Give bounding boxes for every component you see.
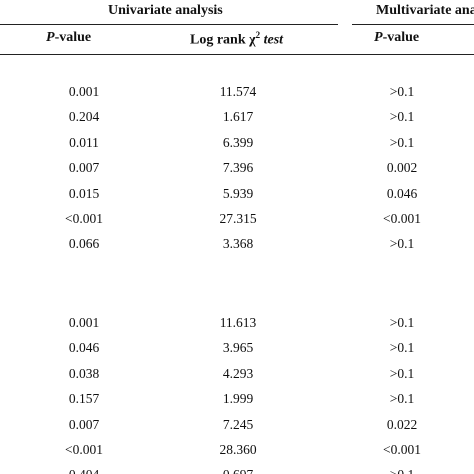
multivariate-p-value-cell: <0.001 <box>383 211 421 226</box>
log-rank-chi-square-cell: 6.399 <box>222 134 254 150</box>
log-rank-chi-square-cell: 1.999 <box>222 391 254 407</box>
univariate-p-value-cell: 0.404 <box>44 467 124 474</box>
multivariate-p-value-cell: 0.046 <box>386 185 418 201</box>
log-rank-chi-square-cell: 28.360 <box>219 442 257 457</box>
log-rank-chi-square-cell: 7.245 <box>222 416 254 432</box>
univariate-p-value-cell: 0.007 <box>68 160 100 176</box>
multivariate-group-header: Multivariate analysis <box>376 3 474 18</box>
multivariate-p-value-cell: 0.022 <box>386 416 418 432</box>
univariate-p-value-cell: 0.204 <box>68 109 100 125</box>
univariate-p-value-cell: 0.046 <box>68 340 100 356</box>
multivariate-p-value-cell: >0.1 <box>389 134 415 150</box>
log-rank-chi-square-cell: 3.965 <box>222 340 254 356</box>
multivariate-p-value-cell: 0.002 <box>386 160 418 176</box>
univariate-p-value-cell: 0.001 <box>68 315 100 330</box>
univariate-p-value-cell: 0.001 <box>68 84 100 99</box>
log-rank-chi-square-cell: 3.368 <box>222 236 254 252</box>
log-rank-chi-square-cell: 4.293 <box>222 365 254 381</box>
log-rank-chi-square-cell: 27.315 <box>219 211 257 226</box>
univariate-p-value-cell: 0.038 <box>68 365 100 381</box>
multivariate-p-value-cell: >0.1 <box>389 109 415 125</box>
header-multivariate-p-value: P-value <box>374 30 420 45</box>
univariate-p-value-cell: 0.015 <box>68 185 100 201</box>
group-divider-right <box>352 24 474 25</box>
multivariate-p-value-cell: >0.1 <box>389 315 415 330</box>
log-rank-chi-square-cell: 5.939 <box>222 185 254 201</box>
univariate-p-value-cell: 0.066 <box>68 236 100 252</box>
multivariate-p-value-cell: >0.1 <box>389 84 415 99</box>
multivariate-p-value-cell: >0.1 <box>389 340 415 356</box>
header-univariate-p-value: P-value <box>46 30 92 45</box>
log-rank-chi-square-cell: 0.697 <box>198 467 278 474</box>
log-rank-chi-square-cell: 11.613 <box>219 315 257 330</box>
univariate-p-value-cell: 0.007 <box>68 416 100 432</box>
multivariate-p-value-cell: >0.1 <box>389 391 415 407</box>
univariate-p-value-cell: <0.001 <box>65 211 103 226</box>
log-rank-chi-square-cell: 11.574 <box>219 84 257 99</box>
header-divider <box>0 54 474 55</box>
multivariate-p-value-cell: <0.001 <box>383 442 421 457</box>
multivariate-p-value-cell: >0.1 <box>362 467 442 474</box>
univariate-p-value-cell: 0.011 <box>69 134 99 150</box>
multivariate-p-value-cell: >0.1 <box>389 365 415 381</box>
log-rank-chi-square-cell: 1.617 <box>222 109 254 125</box>
univariate-group-header: Univariate analysis <box>108 3 223 18</box>
group-divider-left <box>0 24 338 25</box>
log-rank-chi-square-cell: 7.396 <box>222 160 254 176</box>
header-log-rank-test: Log rank χ2 test <box>190 30 284 48</box>
univariate-p-value-cell: <0.001 <box>65 442 103 457</box>
multivariate-p-value-cell: >0.1 <box>389 236 415 252</box>
univariate-p-value-cell: 0.157 <box>68 391 100 407</box>
